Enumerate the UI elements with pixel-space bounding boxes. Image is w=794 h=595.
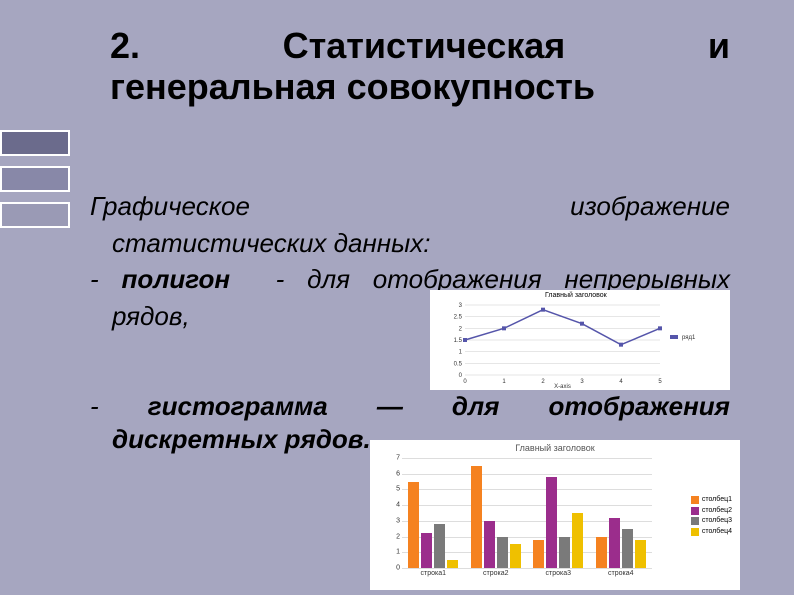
title-num: 2.	[110, 25, 140, 66]
title-word2: и	[708, 25, 730, 66]
svg-text:5: 5	[658, 379, 662, 385]
svg-text:3: 3	[459, 303, 463, 309]
body2-dlya: для	[452, 391, 500, 421]
svg-text:3: 3	[580, 379, 584, 385]
svg-text:0: 0	[459, 373, 463, 379]
bar-chart-yaxis: 01234567	[388, 458, 400, 568]
svg-text:0: 0	[463, 379, 467, 385]
svg-text:0.5: 0.5	[454, 361, 463, 367]
bar-chart-plot	[402, 458, 652, 568]
bar-chart-xaxis: строка1строка2строка3строка4	[402, 570, 652, 577]
svg-text:X-axis: X-axis	[554, 384, 571, 390]
body1-w2: изображение	[570, 191, 730, 221]
body2-dash: -	[90, 391, 99, 421]
bar-chart-legend: столбец1столбец2столбец3столбец4	[691, 495, 732, 537]
svg-text:1.5: 1.5	[454, 338, 463, 344]
body1-polygon: полигон	[121, 264, 230, 294]
body2-mdash: —	[377, 391, 403, 421]
body2-otob: отображения	[549, 391, 730, 421]
decor-bar-3	[0, 202, 70, 228]
svg-text:ряд1: ряд1	[682, 335, 696, 341]
svg-text:2.5: 2.5	[454, 315, 463, 321]
histogram-chart: Главный заголовок 01234567 строка1строка…	[370, 440, 740, 590]
svg-text:1: 1	[459, 350, 463, 356]
decor-bar-1	[0, 130, 70, 156]
page-title: 2. Статистическая и генеральная совокупн…	[110, 25, 730, 108]
svg-text:1: 1	[502, 379, 506, 385]
bar-chart-title: Главный заголовок	[370, 440, 740, 453]
body1-l2: статистических данных:	[90, 227, 730, 260]
svg-text:2: 2	[541, 379, 545, 385]
body1-w1: Графическое	[90, 191, 250, 221]
line-chart-svg: 0 0.5 1 1.5 2 2.5 3 0 1 2 3 4 5 ряд1 X-axis	[430, 290, 730, 390]
body1-dash: -	[90, 264, 99, 294]
sidebar-decoration	[0, 130, 70, 238]
decor-bar-2	[0, 166, 70, 192]
svg-text:4: 4	[619, 379, 623, 385]
svg-text:2: 2	[459, 326, 463, 332]
title-line2: генеральная совокупность	[110, 66, 730, 107]
body2-histogram: гистограмма	[148, 391, 328, 421]
title-word1: Статистическая	[283, 25, 566, 66]
polygon-chart: Главный заголовок 00.511.522.53012345ряд…	[430, 290, 730, 390]
